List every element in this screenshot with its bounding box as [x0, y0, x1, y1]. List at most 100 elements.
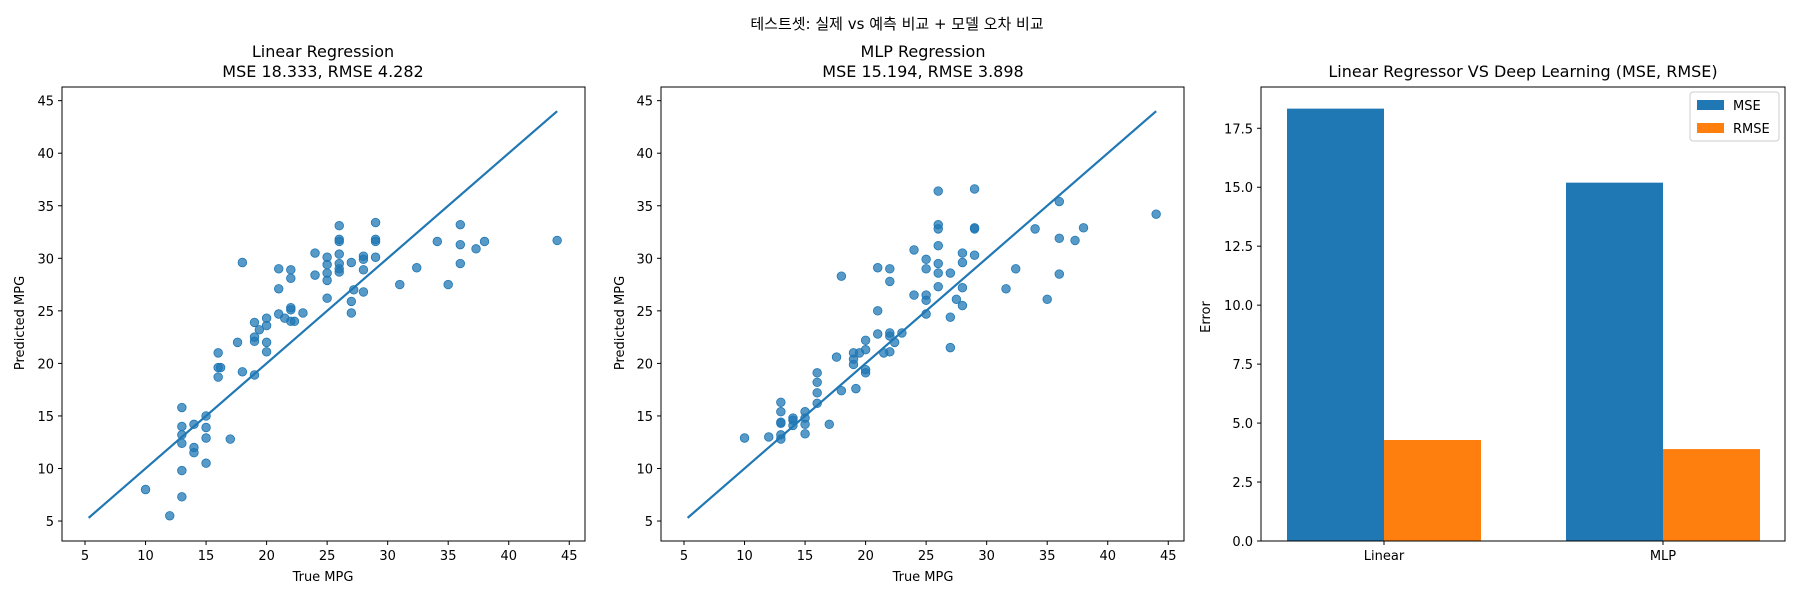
data-point [921, 290, 931, 300]
data-point [957, 257, 968, 268]
data-point [177, 465, 187, 476]
x-tick-label: 45 [561, 549, 578, 564]
bar-mse [1566, 182, 1663, 541]
data-point [358, 287, 369, 297]
data-point [836, 386, 847, 396]
bar-mse [1287, 108, 1384, 542]
data-point [957, 248, 968, 258]
data-point [261, 347, 272, 357]
data-point [776, 430, 786, 440]
x-tick-label: 30 [978, 549, 995, 564]
data-point [812, 377, 822, 388]
data-point [254, 325, 265, 335]
data-point [286, 265, 296, 275]
data-point [739, 433, 750, 443]
data-point [274, 264, 284, 274]
y-tick-label: 5 [645, 515, 653, 530]
bar-rmse [1384, 440, 1481, 541]
x-tick-label: 25 [319, 549, 336, 564]
reference-line [87, 110, 558, 519]
data-point [885, 276, 895, 287]
data-point [1151, 209, 1161, 219]
data-point [346, 308, 357, 318]
y-tick-label: 10.0 [1224, 299, 1253, 314]
data-point [933, 281, 943, 292]
x-tick-label: 15 [797, 549, 814, 564]
legend-swatch [1697, 100, 1724, 110]
y-tick-label: 45 [37, 95, 54, 110]
data-point [812, 368, 822, 378]
data-point [140, 484, 151, 495]
y-tick-label: 7.5 [1232, 358, 1253, 373]
plot-frame [61, 86, 586, 542]
data-point [945, 342, 956, 353]
data-point [1054, 269, 1065, 279]
panel-title-line2: MSE 15.194, RMSE 3.898 [822, 62, 1023, 81]
legend: MSE RMSE [1689, 91, 1780, 142]
error-bar-panel: Linear Regressor VS Deep Learning (MSE, … [1199, 62, 1786, 564]
x-tick-label: Linear [1364, 549, 1405, 564]
data-point [232, 337, 243, 348]
data-point [412, 263, 422, 273]
data-point [471, 244, 481, 254]
data-point [370, 234, 381, 245]
data-point [824, 419, 834, 430]
data-point [455, 239, 466, 250]
panel-title-line1: Linear Regression [252, 42, 394, 61]
legend-swatch [1697, 123, 1724, 133]
data-point [201, 433, 211, 443]
data-point [957, 283, 968, 293]
x-tick-label: 40 [1099, 549, 1116, 564]
data-point [951, 294, 962, 304]
data-point [274, 284, 284, 294]
data-point [1054, 233, 1065, 244]
y-tick-label: 20 [37, 357, 54, 372]
data-point [812, 388, 822, 398]
data-point [455, 258, 466, 269]
y-tick-label: 40 [37, 147, 54, 162]
legend-label: MSE [1733, 99, 1761, 114]
data-point [249, 332, 260, 342]
data-point [346, 296, 357, 307]
data-point [1078, 223, 1089, 233]
data-point [764, 432, 774, 442]
y-tick-label: 15 [636, 410, 653, 425]
mlp-regression-panel: MLP Regression MSE 15.194, RMSE 3.898 Tr… [613, 42, 1185, 585]
x-tick-label: 45 [1160, 549, 1177, 564]
data-point [1042, 294, 1052, 304]
data-point [165, 511, 175, 521]
data-point [800, 429, 810, 439]
data-point [215, 362, 226, 373]
x-axis-label: True MPG [292, 570, 354, 585]
data-point [1030, 224, 1040, 234]
data-point [921, 254, 931, 265]
data-point [455, 219, 466, 230]
data-point [909, 245, 919, 255]
panel-title-line2: MSE 18.333, RMSE 4.282 [222, 62, 423, 81]
x-axis-label: True MPG [892, 570, 954, 585]
data-point [776, 407, 786, 417]
x-tick-label: 15 [198, 549, 215, 564]
data-point [812, 398, 822, 409]
data-point [237, 367, 248, 377]
data-point [237, 257, 248, 268]
data-point [225, 434, 235, 444]
data-point [957, 300, 968, 311]
data-point [945, 312, 956, 322]
y-tick-label: 5 [46, 515, 54, 530]
data-point [933, 219, 943, 230]
x-tick-label: 20 [857, 549, 874, 564]
x-tick-label: 5 [81, 549, 89, 564]
data-point [1070, 235, 1080, 246]
y-tick-label: 20 [636, 357, 653, 372]
data-point [177, 421, 187, 432]
x-tick-label: MLP [1650, 549, 1676, 564]
panel-title: Linear Regressor VS Deep Learning (MSE, … [1328, 62, 1717, 81]
data-point [776, 397, 786, 407]
data-point [933, 186, 943, 196]
y-tick-label: 10 [636, 462, 653, 477]
data-point [969, 250, 980, 260]
data-point [358, 265, 369, 275]
data-point [969, 223, 980, 233]
